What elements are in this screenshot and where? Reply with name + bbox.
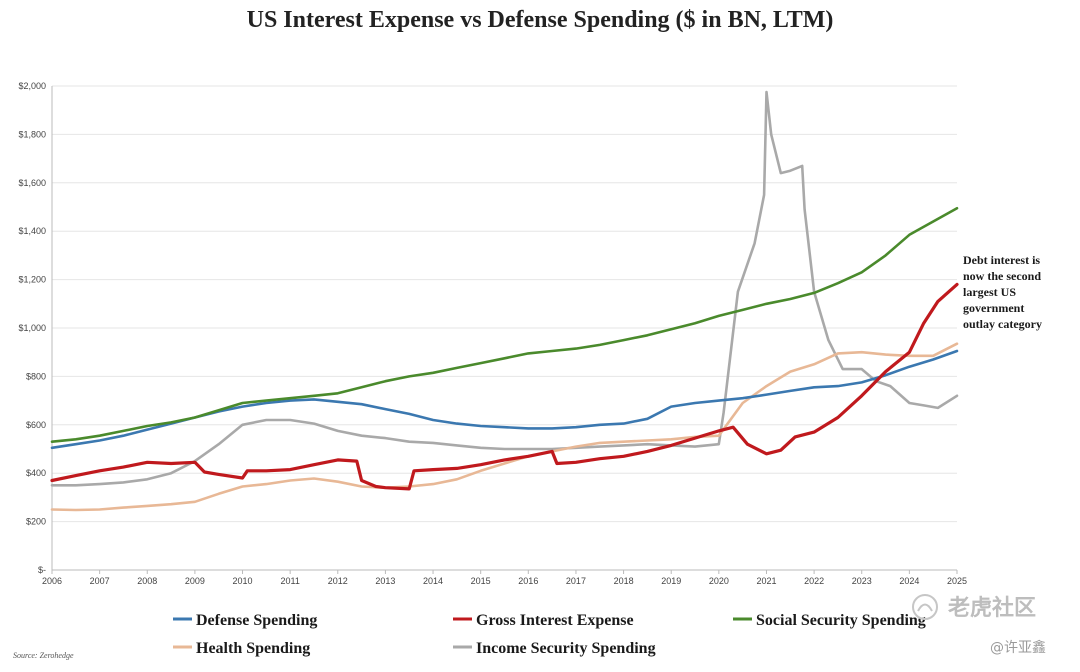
x-tick-label: 2010 — [233, 576, 253, 586]
x-tick-label: 2021 — [756, 576, 776, 586]
watermark: 老虎社区 @许亚鑫 — [912, 594, 1046, 656]
x-tick-label: 2011 — [280, 576, 299, 586]
annotation-line: outlay category — [963, 317, 1042, 331]
y-tick-label: $600 — [26, 420, 46, 430]
y-axis: $- $200 $400 $600 $800 $1,000 $1,200 $1,400 $1,6… — [18, 81, 53, 575]
chart-title: US Interest Expense vs Defense Spending … — [247, 7, 834, 33]
legend: Defense Spending Gross Interest Expense … — [173, 612, 926, 657]
tiger-logo-icon — [912, 594, 938, 620]
x-tick-label: 2015 — [471, 576, 491, 586]
annotation: Debt interest is now the second largest … — [963, 253, 1042, 331]
x-tick-label: 2014 — [423, 576, 443, 586]
y-tick-label: $1,200 — [18, 275, 46, 285]
watermark-handle: @许亚鑫 — [990, 639, 1046, 656]
legend-label: Gross Interest Expense — [476, 612, 634, 629]
series-line-income-security-spending — [50, 90, 959, 487]
gridlines — [52, 85, 957, 571]
x-tick-label: 2006 — [42, 576, 62, 586]
y-tick-label: $2,000 — [18, 81, 46, 91]
x-tick-label: 2016 — [518, 576, 538, 586]
x-tick-label: 2019 — [661, 576, 681, 586]
series-line-defense-spending — [50, 349, 959, 450]
series-lines — [50, 90, 959, 512]
legend-label: Defense Spending — [196, 612, 317, 629]
x-tick-label: 2022 — [804, 576, 824, 586]
x-tick-label: 2017 — [566, 576, 586, 586]
y-tick-label: $800 — [26, 371, 46, 381]
legend-item-health: Health Spending — [173, 640, 310, 657]
legend-item-income-security: Income Security Spending — [453, 640, 656, 657]
legend-item-defense: Defense Spending — [173, 612, 317, 629]
x-tick-label: 2024 — [899, 576, 919, 586]
legend-item-social-security: Social Security Spending — [733, 612, 926, 629]
y-tick-label: $- — [38, 565, 46, 575]
series-line-health-spending — [50, 342, 959, 512]
y-tick-label: $1,000 — [18, 323, 46, 333]
legend-label: Health Spending — [196, 640, 310, 657]
source-note: Source: Zerohedge — [13, 651, 74, 660]
series-line-social-security-spending — [50, 206, 959, 444]
x-tick-label: 2012 — [328, 576, 348, 586]
y-tick-label: $200 — [26, 517, 46, 527]
x-tick-label: 2018 — [614, 576, 634, 586]
x-tick-label: 2013 — [375, 576, 395, 586]
annotation-line: Debt interest is — [963, 253, 1040, 267]
legend-label: Income Security Spending — [476, 640, 656, 657]
x-tick-label: 2007 — [90, 576, 110, 586]
y-tick-label: $1,400 — [18, 226, 46, 236]
series-line-gross-interest-expense — [50, 282, 959, 491]
x-tick-label: 2023 — [852, 576, 872, 586]
y-tick-label: $1,600 — [18, 178, 46, 188]
y-tick-label: $1,800 — [18, 129, 46, 139]
x-axis: 2006 2007 2008 2009 2010 2011 2012 2013 2014 2015… — [42, 569, 967, 586]
watermark-brand: 老虎社区 — [947, 595, 1036, 621]
annotation-line: largest US — [963, 285, 1016, 299]
x-tick-label: 2008 — [137, 576, 157, 586]
x-tick-label: 2025 — [947, 576, 967, 586]
annotation-line: now the second — [963, 269, 1041, 283]
legend-item-interest: Gross Interest Expense — [453, 612, 634, 629]
annotation-line: government — [963, 301, 1024, 315]
y-tick-label: $400 — [26, 468, 46, 478]
x-tick-label: 2009 — [185, 576, 205, 586]
legend-label: Social Security Spending — [756, 612, 926, 629]
x-tick-label: 2020 — [709, 576, 729, 586]
